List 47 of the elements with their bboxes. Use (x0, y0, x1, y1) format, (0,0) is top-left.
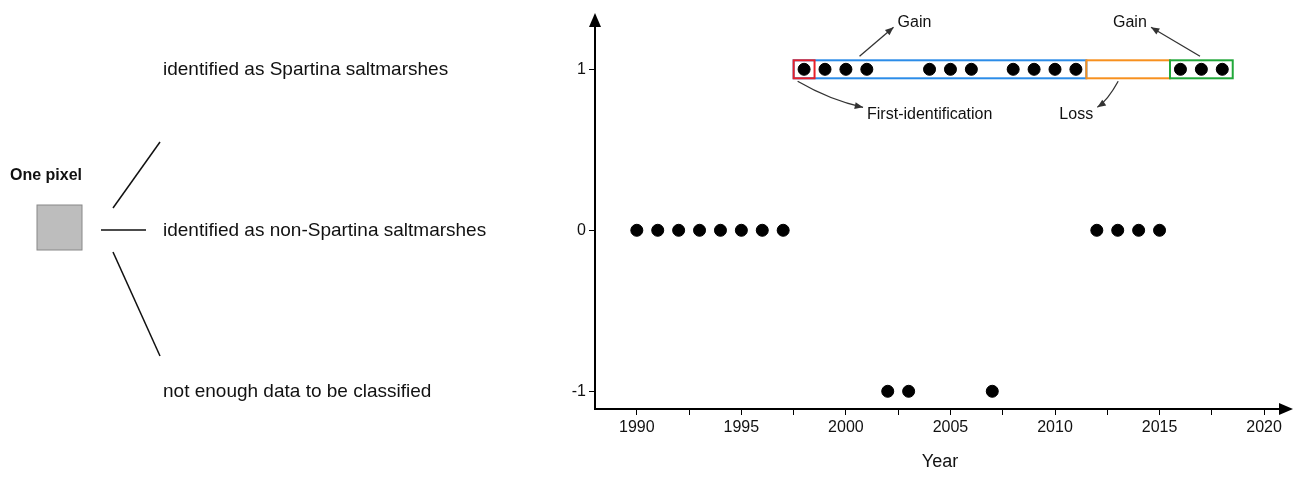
point (923, 62, 937, 76)
point (902, 384, 916, 398)
point (1006, 62, 1020, 76)
text: One pixel (10, 166, 83, 184)
point (1153, 223, 1167, 237)
x-tick-label: 1995 (723, 418, 760, 436)
annotation: Gain (1113, 13, 1147, 32)
text: not enough data to be classified (163, 380, 432, 403)
x-tick-label: 1990 (619, 418, 655, 436)
y-tick-label: 0 (577, 220, 587, 238)
point (755, 223, 769, 237)
x-tick-label: 2005 (932, 418, 969, 436)
y-tick-label: -1 (571, 381, 587, 399)
point (1194, 62, 1208, 76)
text: identified as Spartina saltmarshes (163, 58, 449, 81)
annotation: Gain (897, 13, 932, 32)
point (1048, 62, 1062, 76)
point (734, 223, 748, 237)
point (1027, 62, 1041, 76)
x-axis-title: Year (921, 451, 959, 472)
point (943, 62, 957, 76)
point (776, 223, 790, 237)
point (881, 384, 895, 398)
x-tick-label: 2000 (828, 418, 864, 436)
annotation: Loss (1059, 105, 1094, 124)
point (651, 223, 665, 237)
point (672, 223, 686, 237)
point (985, 384, 999, 398)
point (1069, 62, 1083, 76)
x-tick-label: 2010 (1037, 418, 1073, 436)
text: identified as non-Spartina saltmarshes (163, 219, 487, 242)
point (964, 62, 978, 76)
x-tick-label: 2020 (1246, 418, 1282, 436)
point (839, 62, 853, 76)
point (818, 62, 832, 76)
point (1090, 223, 1104, 237)
point (630, 223, 644, 237)
point (1215, 62, 1229, 76)
y-tick-label: 1 (577, 59, 587, 77)
point (1132, 223, 1146, 237)
point (1111, 223, 1125, 237)
point (860, 62, 874, 76)
point (693, 223, 707, 237)
point (1173, 62, 1187, 76)
point (713, 223, 727, 237)
annotation: First-identification (867, 105, 993, 124)
x-tick-label: 2015 (1141, 418, 1178, 436)
